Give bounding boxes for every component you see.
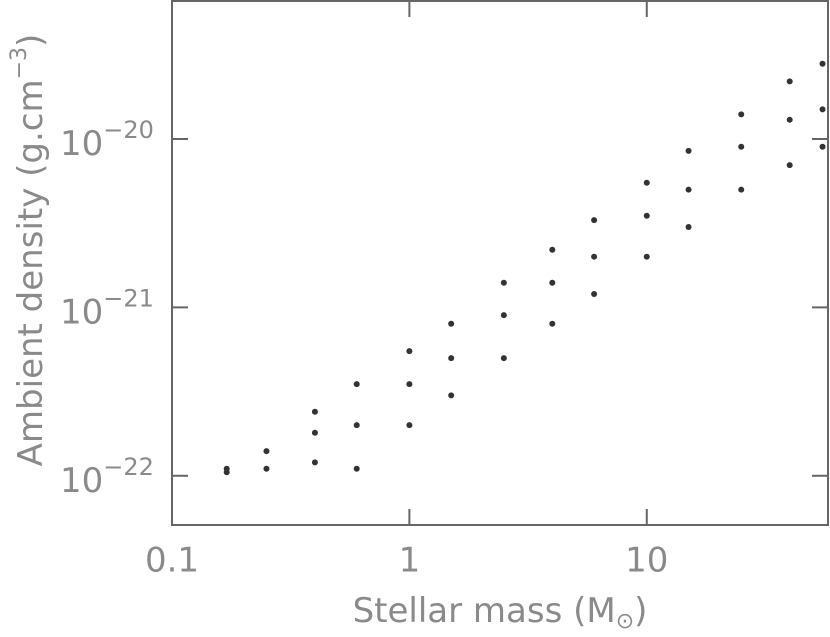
y-tick-label: 10−21	[60, 284, 154, 332]
point	[448, 355, 455, 362]
point	[448, 320, 455, 327]
y-tick-exponent: −20	[103, 116, 154, 144]
point	[643, 253, 650, 260]
point	[406, 381, 413, 388]
point	[311, 429, 318, 436]
point	[786, 78, 793, 85]
y-tick-base: 10	[60, 292, 103, 332]
point	[311, 408, 318, 415]
point	[353, 465, 360, 472]
x-axis-label-end: )	[634, 591, 647, 631]
x-tick-label: 0.1	[145, 541, 199, 581]
point	[448, 392, 455, 399]
x-tick-label: 1	[399, 541, 421, 581]
point	[591, 217, 598, 224]
point	[263, 448, 270, 455]
point	[819, 60, 826, 67]
y-tick-exponent: −21	[103, 284, 154, 312]
point	[643, 179, 650, 186]
point	[311, 459, 318, 466]
point	[738, 186, 745, 193]
y-axis-label-end: )	[11, 34, 51, 47]
y-axis-label: Ambient density (g.cm−3)	[7, 34, 51, 467]
point	[549, 279, 556, 286]
point	[406, 422, 413, 429]
y-axis-label-sup: −3	[7, 47, 32, 79]
y-tick-label: 10−20	[60, 116, 154, 164]
point	[819, 106, 826, 113]
x-axis-label-text: Stellar mass (M	[353, 591, 616, 631]
point	[738, 143, 745, 150]
point	[353, 422, 360, 429]
point	[819, 143, 826, 150]
point	[685, 224, 692, 231]
y-axis-label-text: Ambient density (g.cm	[11, 79, 51, 466]
point	[643, 212, 650, 219]
point	[786, 162, 793, 169]
point	[223, 465, 230, 472]
y-tick-base: 10	[60, 123, 103, 163]
point	[786, 116, 793, 123]
x-tick-label: 10	[625, 541, 668, 581]
point	[500, 279, 507, 286]
point	[353, 381, 360, 388]
point	[685, 186, 692, 193]
point	[406, 348, 413, 355]
point	[591, 253, 598, 260]
point	[591, 291, 598, 298]
point	[263, 465, 270, 472]
point	[500, 355, 507, 362]
point	[549, 246, 556, 253]
y-tick-base: 10	[60, 460, 103, 500]
point	[685, 147, 692, 154]
plot-frame	[171, 0, 829, 526]
point	[500, 312, 507, 319]
point	[738, 111, 745, 118]
point	[549, 320, 556, 327]
x-axis-label-sub: ⊙	[616, 609, 634, 634]
y-tick-label: 10−22	[60, 453, 154, 501]
x-axis-label: Stellar mass (M⊙)	[353, 591, 648, 635]
y-tick-exponent: −22	[103, 453, 154, 481]
